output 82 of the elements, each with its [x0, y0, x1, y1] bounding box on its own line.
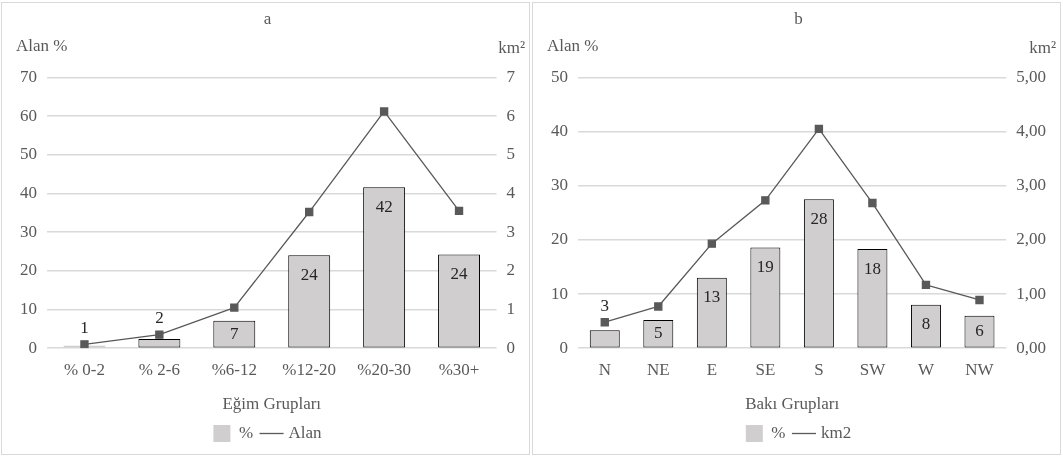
x-tick-label: W	[917, 359, 935, 379]
x-tick-label: NW	[965, 359, 995, 379]
y-tick-label: 30	[551, 175, 568, 195]
y-axis-title: Alan %	[16, 36, 68, 56]
x-tick-label: S	[814, 359, 824, 379]
x-axis-title: Bakı Grupları	[745, 394, 840, 414]
y-tick-label: 20	[551, 229, 568, 249]
y2-tick-label: 1	[506, 298, 515, 318]
y2-tick-label: 2	[506, 260, 515, 280]
data-label: 18	[863, 258, 881, 278]
data-label: 28	[810, 208, 828, 228]
y-tick-label: 40	[20, 182, 37, 202]
point	[921, 280, 931, 290]
data-label: 42	[375, 196, 393, 216]
point	[707, 239, 717, 248]
point	[654, 302, 663, 311]
data-label: 24	[450, 264, 469, 284]
x-tick-label: N	[598, 359, 611, 379]
y2-axis-title: km²	[498, 38, 525, 58]
data-label: 13	[703, 287, 721, 307]
x-tick-label: % 0-2	[63, 359, 105, 379]
point	[230, 303, 239, 312]
point	[305, 207, 314, 217]
y2-tick-label: 4	[506, 182, 516, 202]
y-tick-label: 70	[20, 66, 37, 86]
data-label: 7	[230, 323, 240, 343]
legend-label: %	[238, 422, 254, 442]
point	[814, 124, 824, 134]
point	[975, 295, 984, 305]
y-tick-label: 50	[20, 144, 37, 164]
point	[155, 330, 164, 339]
y2-tick-label: 3	[506, 221, 515, 241]
chart-title: a	[263, 8, 272, 28]
data-label: 5	[654, 323, 663, 343]
y2-tick-label: 7	[506, 66, 516, 86]
chart-title: b	[794, 8, 803, 28]
y2-tick-label: 6	[506, 105, 515, 125]
y2-tick-label: 0,00	[1016, 337, 1046, 357]
y-tick-label: 40	[551, 121, 568, 141]
x-tick-label: SW	[859, 359, 887, 379]
data-label: 2	[155, 308, 164, 328]
y-tick-label: 0	[28, 337, 37, 357]
data-label: 19	[756, 256, 774, 276]
x-tick-label: %12-20	[282, 359, 337, 379]
y2-tick-label: 1,00	[1016, 283, 1046, 303]
point	[454, 206, 464, 216]
x-tick-label: %30+	[438, 359, 480, 379]
y2-tick-label: 2,00	[1016, 229, 1046, 249]
y-tick-label: 0	[559, 337, 568, 357]
y2-tick-label: 5,00	[1016, 66, 1046, 86]
legend-label: km2	[820, 422, 852, 442]
data-label: 6	[975, 321, 984, 341]
point	[600, 318, 609, 327]
y-tick-label: 20	[20, 260, 37, 280]
y-tick-label: 10	[551, 283, 568, 303]
y2-tick-label: 0	[506, 337, 515, 357]
data-label: 3	[600, 295, 610, 315]
point	[761, 196, 770, 205]
y-tick-label: 30	[20, 221, 37, 241]
y-axis-title: Alan %	[547, 36, 599, 56]
y2-tick-label: 4,00	[1016, 121, 1046, 141]
y2-tick-label: 3,00	[1016, 175, 1046, 195]
x-tick-label: E	[706, 359, 718, 379]
y-tick-label: 60	[20, 105, 37, 125]
legend-label: %	[771, 422, 786, 442]
point	[80, 340, 89, 349]
point	[379, 107, 389, 116]
point	[868, 198, 877, 208]
legend-label: Alan	[288, 422, 323, 442]
data-label: 24	[300, 264, 319, 284]
data-label: 8	[921, 314, 931, 334]
y2-tick-label: 5	[506, 144, 515, 164]
x-tick-label: % 2-6	[138, 359, 180, 379]
y2-axis-title: km²	[1029, 38, 1056, 58]
x-tick-label: %6-12	[211, 359, 257, 379]
y-tick-label: 50	[551, 66, 568, 86]
x-tick-label: NE	[646, 359, 670, 379]
x-axis-title: Eğim Grupları	[222, 394, 322, 414]
x-tick-label: SE	[755, 359, 776, 379]
data-label: 1	[80, 317, 89, 337]
y-tick-label: 10	[20, 298, 37, 318]
x-tick-label: %20-30	[357, 359, 412, 379]
